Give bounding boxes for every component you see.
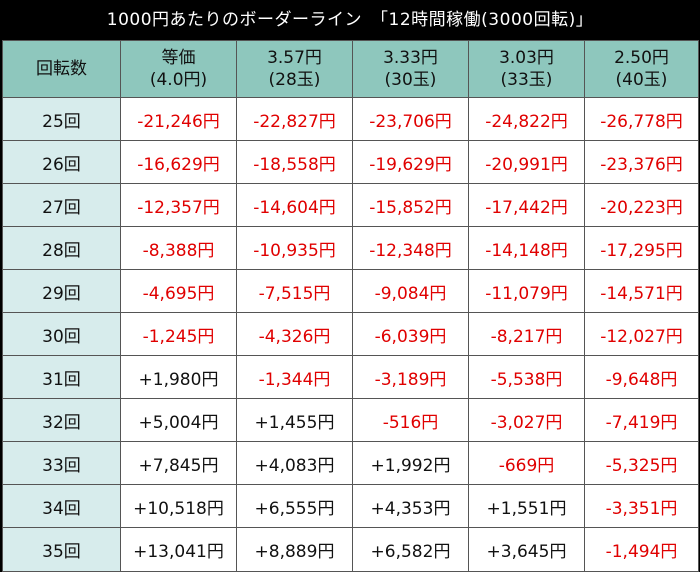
value-cell: -9,648円 (584, 355, 699, 399)
value-cell: -4,326円 (236, 312, 353, 356)
value-cell: -18,558円 (236, 140, 353, 184)
row-label: 28回 (2, 226, 121, 270)
value-cell: -9,084円 (352, 269, 469, 313)
value-cell: -11,079円 (468, 269, 585, 313)
border-line-table: 回転数 等価 (4.0円) 3.57円 (28玉) 3.33円 (30玉) 3.03円… (2, 40, 699, 572)
value-cell: -10,935円 (236, 226, 353, 270)
row-label: 34回 (2, 484, 121, 528)
value-cell: +7,845円 (120, 441, 237, 485)
value-cell: +1,551円 (468, 484, 585, 528)
table-row: 33回 +7,845円 +4,083円 +1,992円 -669円 -5,325円 (2, 441, 699, 485)
value-cell: -12,027円 (584, 312, 699, 356)
value-cell: +10,518円 (120, 484, 237, 528)
row-label: 26回 (2, 140, 121, 184)
value-cell: -20,223円 (584, 183, 699, 227)
value-cell: -3,351円 (584, 484, 699, 528)
value-cell: -1,245円 (120, 312, 237, 356)
value-cell: -22,827円 (236, 97, 353, 141)
table-row: 31回 +1,980円 -1,344円 -3,189円 -5,538円 -9,648円 (2, 355, 699, 399)
value-cell: -669円 (468, 441, 585, 485)
value-cell: -17,442円 (468, 183, 585, 227)
row-label: 35回 (2, 527, 121, 572)
value-cell: -26,778円 (584, 97, 699, 141)
value-cell: +4,353円 (352, 484, 469, 528)
table-row: 26回 -16,629円 -18,558円 -19,629円 -20,991円 -23,3… (2, 140, 699, 184)
table-row: 28回 -8,388円 -10,935円 -12,348円 -14,148円 -17,29… (2, 226, 699, 270)
row-label: 27回 (2, 183, 121, 227)
value-cell: -14,148円 (468, 226, 585, 270)
value-cell: -5,538円 (468, 355, 585, 399)
row-label: 32回 (2, 398, 121, 442)
table-row: 25回 -21,246円 -22,827円 -23,706円 -24,822円 -26,7… (2, 97, 699, 141)
value-cell: -23,706円 (352, 97, 469, 141)
table-row: 30回 -1,245円 -4,326円 -6,039円 -8,217円 -12,027円 (2, 312, 699, 356)
value-cell: -17,295円 (584, 226, 699, 270)
value-cell: +1,992円 (352, 441, 469, 485)
value-cell: +13,041円 (120, 527, 237, 572)
value-cell: -3,189円 (352, 355, 469, 399)
table-title: 1000円あたりのボーダーライン 「12時間稼働(3000回転)」 (106, 10, 594, 30)
value-cell: -16,629円 (120, 140, 237, 184)
value-cell: -15,852円 (352, 183, 469, 227)
value-cell: +8,889円 (236, 527, 353, 572)
row-label: 25回 (2, 97, 121, 141)
value-cell: -8,388円 (120, 226, 237, 270)
value-cell: -7,515円 (236, 269, 353, 313)
value-cell: -4,695円 (120, 269, 237, 313)
value-cell: -20,991円 (468, 140, 585, 184)
header-col-3: 3.33円 (30玉) (352, 40, 469, 98)
value-cell: +5,004円 (120, 398, 237, 442)
table-row: 29回 -4,695円 -7,515円 -9,084円 -11,079円 -14,571円 (2, 269, 699, 313)
value-cell: -24,822円 (468, 97, 585, 141)
value-cell: -21,246円 (120, 97, 237, 141)
value-cell: -8,217円 (468, 312, 585, 356)
header-col-4: 3.03円 (33玉) (468, 40, 585, 98)
value-cell: -12,348円 (352, 226, 469, 270)
value-cell: -14,604円 (236, 183, 353, 227)
value-cell: +4,083円 (236, 441, 353, 485)
value-cell: -6,039円 (352, 312, 469, 356)
row-label: 33回 (2, 441, 121, 485)
value-cell: +6,582円 (352, 527, 469, 572)
value-cell: -12,357円 (120, 183, 237, 227)
header-row: 回転数 等価 (4.0円) 3.57円 (28玉) 3.33円 (30玉) 3.03円… (2, 40, 699, 98)
row-label: 29回 (2, 269, 121, 313)
row-label: 31回 (2, 355, 121, 399)
value-cell: +1,980円 (120, 355, 237, 399)
value-cell: -1,494円 (584, 527, 699, 572)
header-col-1: 等価 (4.0円) (120, 40, 237, 98)
table-row: 35回 +13,041円 +8,889円 +6,582円 +3,645円 -1,494円 (2, 527, 699, 572)
header-row-label: 回転数 (2, 40, 121, 98)
value-cell: -5,325円 (584, 441, 699, 485)
value-cell: -23,376円 (584, 140, 699, 184)
value-cell: -7,419円 (584, 398, 699, 442)
value-cell: -516円 (352, 398, 469, 442)
row-label: 30回 (2, 312, 121, 356)
value-cell: -3,027円 (468, 398, 585, 442)
table-row: 32回 +5,004円 +1,455円 -516円 -3,027円 -7,419円 (2, 398, 699, 442)
table-row: 34回 +10,518円 +6,555円 +4,353円 +1,551円 -3,351円 (2, 484, 699, 528)
table-body: 25回 -21,246円 -22,827円 -23,706円 -24,822円 -26,7… (2, 97, 699, 572)
value-cell: -19,629円 (352, 140, 469, 184)
value-cell: +6,555円 (236, 484, 353, 528)
header-col-2: 3.57円 (28玉) (236, 40, 353, 98)
header-col-5: 2.50円 (40玉) (584, 40, 699, 98)
value-cell: -14,571円 (584, 269, 699, 313)
value-cell: -1,344円 (236, 355, 353, 399)
value-cell: +1,455円 (236, 398, 353, 442)
value-cell: +3,645円 (468, 527, 585, 572)
table-row: 27回 -12,357円 -14,604円 -15,852円 -17,442円 -20,2… (2, 183, 699, 227)
